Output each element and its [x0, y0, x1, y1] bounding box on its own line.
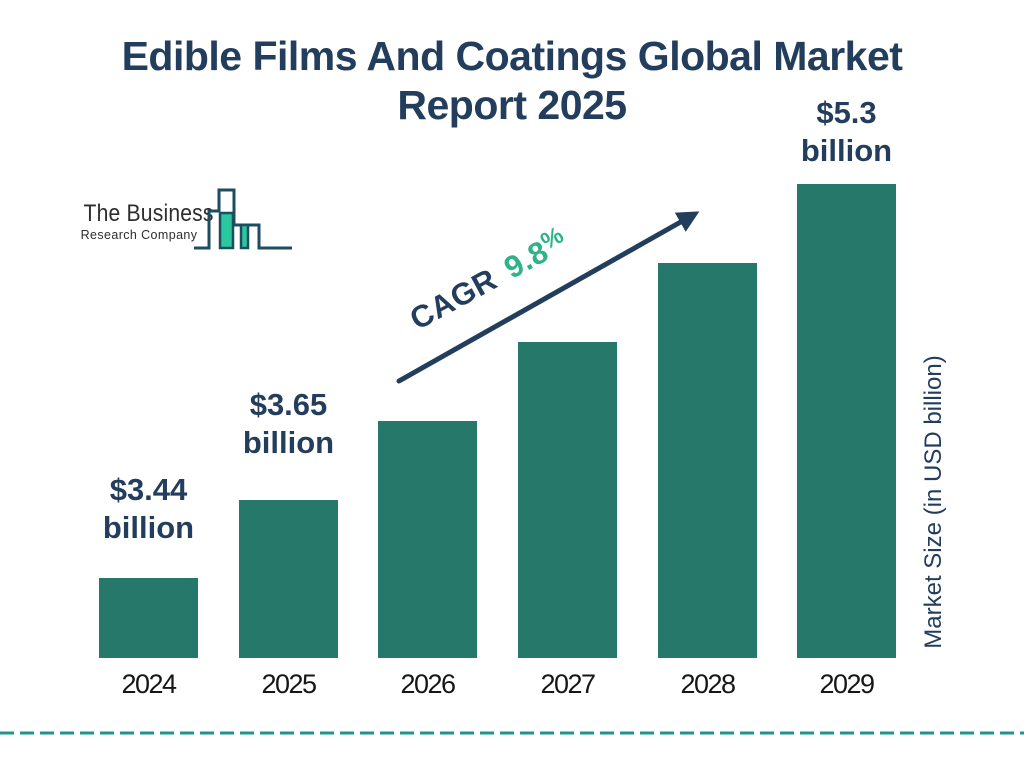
bar-value-line2: billion [800, 133, 893, 168]
bar-value-line2: billion [102, 510, 195, 545]
bar-value-line1: $5.3 [816, 95, 877, 130]
bar [99, 578, 198, 658]
x-tick-label: 2026 [400, 669, 456, 699]
bar [518, 342, 617, 658]
bar-value-label: $3.65 billion [199, 386, 378, 462]
logo-subtitle: Research Company [80, 228, 198, 242]
bar [658, 263, 757, 658]
logo-bar-chart-icon [194, 188, 292, 250]
logo-name: The Business [83, 200, 214, 227]
x-tick-label: 2028 [680, 669, 736, 699]
x-tick-label: 2029 [819, 669, 875, 699]
y-axis-title: Market Size (in USD billion) [920, 355, 947, 649]
bar-value-line1: $3.44 [109, 472, 188, 507]
page-title-line1: Edible Films And Coatings Global Market [121, 33, 903, 79]
page-title-line2: Report 2025 [397, 82, 627, 128]
x-tick-label: 2024 [121, 669, 177, 699]
bar-value-line1: $3.65 [249, 387, 328, 422]
bar-value-label: $3.44 billion [59, 471, 238, 547]
bar-value-line2: billion [242, 425, 335, 460]
x-tick-label: 2025 [261, 669, 317, 699]
company-logo: The Business Research Company [76, 172, 301, 250]
x-tick-label: 2027 [540, 669, 596, 699]
bar-value-label: $5.3 billion [757, 94, 936, 170]
bar [239, 500, 338, 658]
bar [797, 184, 896, 658]
logo-text: The Business Research Company [76, 200, 214, 242]
bar [378, 421, 477, 658]
page-title: Edible Films And Coatings Global Market … [0, 32, 1024, 130]
